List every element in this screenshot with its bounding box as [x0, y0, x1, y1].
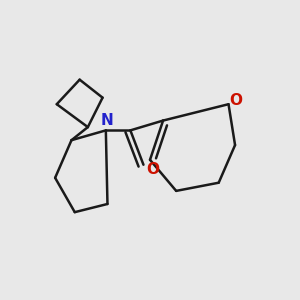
Text: N: N: [101, 113, 114, 128]
Text: O: O: [146, 162, 159, 177]
Text: O: O: [229, 93, 242, 108]
